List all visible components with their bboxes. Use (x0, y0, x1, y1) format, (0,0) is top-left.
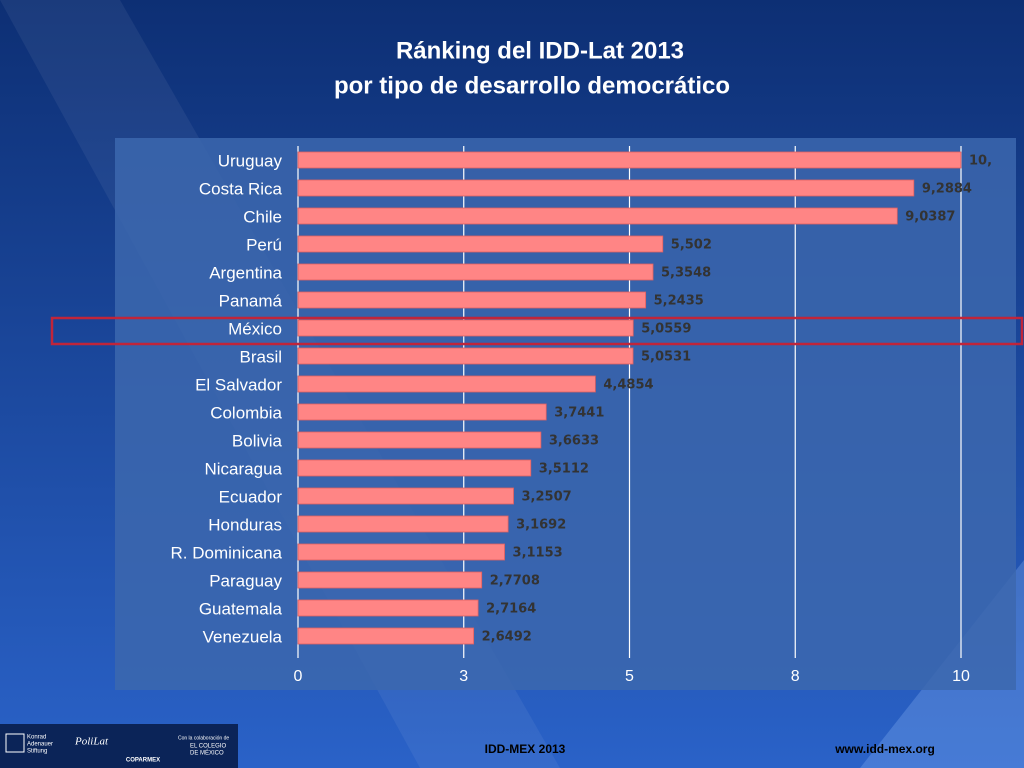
value-label: 3,1692 (516, 518, 566, 533)
value-label: 9,0387 (905, 210, 955, 225)
x-tick-label: 5 (625, 668, 634, 685)
bar (297, 151, 962, 169)
value-label: 5,502 (671, 238, 712, 253)
chart-subtitle: por tipo de desarrollo democrático (334, 72, 730, 99)
x-tick-label: 10 (952, 668, 970, 685)
y-tick-label: Panamá (219, 291, 283, 310)
y-tick-label: Ecuador (219, 487, 283, 506)
value-label: 5,0531 (641, 350, 691, 365)
logo-text: Con la colaboración de (178, 735, 229, 741)
bar (297, 403, 547, 421)
bar (297, 207, 898, 225)
y-tick-label: Perú (246, 235, 282, 254)
bar (297, 571, 483, 589)
value-label: 5,2435 (654, 294, 704, 309)
x-tick-label: 0 (294, 668, 303, 685)
bar (297, 627, 475, 645)
logo-text: COPARMEX (126, 758, 160, 764)
logo-text: Stiftung (27, 749, 47, 755)
value-label: 10, (969, 154, 992, 169)
value-label: 2,7164 (486, 602, 536, 617)
y-tick-label: Nicaragua (205, 459, 283, 478)
bar (297, 543, 505, 561)
logo-text: Konrad (27, 735, 46, 741)
y-tick-label: R. Dominicana (171, 543, 283, 562)
bar (297, 319, 634, 337)
bar (297, 347, 634, 365)
logo-icon (5, 733, 25, 753)
bar (297, 263, 654, 281)
value-label: 3,5112 (539, 462, 589, 477)
x-tick-label: 8 (791, 668, 800, 685)
y-tick-label: Guatemala (199, 599, 283, 618)
logo-text: Adenauer (27, 742, 53, 748)
logo-text: PoliLat (74, 736, 109, 748)
logo-strip (0, 724, 238, 768)
y-tick-label: México (228, 319, 282, 338)
y-tick-label: Chile (243, 207, 282, 226)
value-label: 3,6633 (549, 434, 599, 449)
bar (297, 459, 532, 477)
y-tick-label: Colombia (210, 403, 282, 422)
bar (297, 487, 514, 505)
bar (297, 375, 596, 393)
highlight-box (50, 316, 1024, 346)
y-tick-label: Argentina (209, 263, 282, 282)
plot-area (115, 138, 1016, 690)
logo-text: DE MÉXICO (190, 750, 224, 757)
logo-text: EL COLEGIO (190, 744, 226, 750)
y-tick-label: Bolivia (232, 431, 283, 450)
value-label: 3,2507 (522, 490, 572, 505)
value-label: 5,3548 (661, 266, 711, 281)
y-tick-label: Paraguay (209, 571, 282, 590)
footer-right: www.idd-mex.org (834, 742, 935, 756)
value-label: 5,0559 (641, 322, 691, 337)
chart-title: Ránking del IDD-Lat 2013 (396, 37, 684, 64)
y-tick-label: Brasil (239, 347, 282, 366)
x-tick-label: 3 (459, 668, 468, 685)
y-tick-label: Venezuela (203, 627, 283, 646)
bar (297, 235, 664, 253)
bar (297, 291, 647, 309)
value-label: 3,7441 (554, 406, 604, 421)
value-label: 4,4854 (603, 378, 653, 393)
plot: 0 3 5 8 10 Uruguay 10, Costa Rica 9,2884 Chile 9,0… (171, 146, 992, 685)
value-label: 2,7708 (490, 574, 540, 589)
y-tick-label: Uruguay (218, 151, 283, 170)
value-label: 3,1153 (513, 546, 563, 561)
bar (297, 515, 509, 533)
footer-left: IDD-MEX 2013 (485, 742, 566, 756)
y-tick-label: El Salvador (195, 375, 282, 394)
value-label: 2,6492 (482, 630, 532, 645)
bar (297, 599, 479, 617)
bar (297, 431, 542, 449)
value-label: 9,2884 (922, 182, 972, 197)
bar (297, 179, 915, 197)
y-tick-label: Costa Rica (199, 179, 283, 198)
y-tick-label: Honduras (208, 515, 282, 534)
